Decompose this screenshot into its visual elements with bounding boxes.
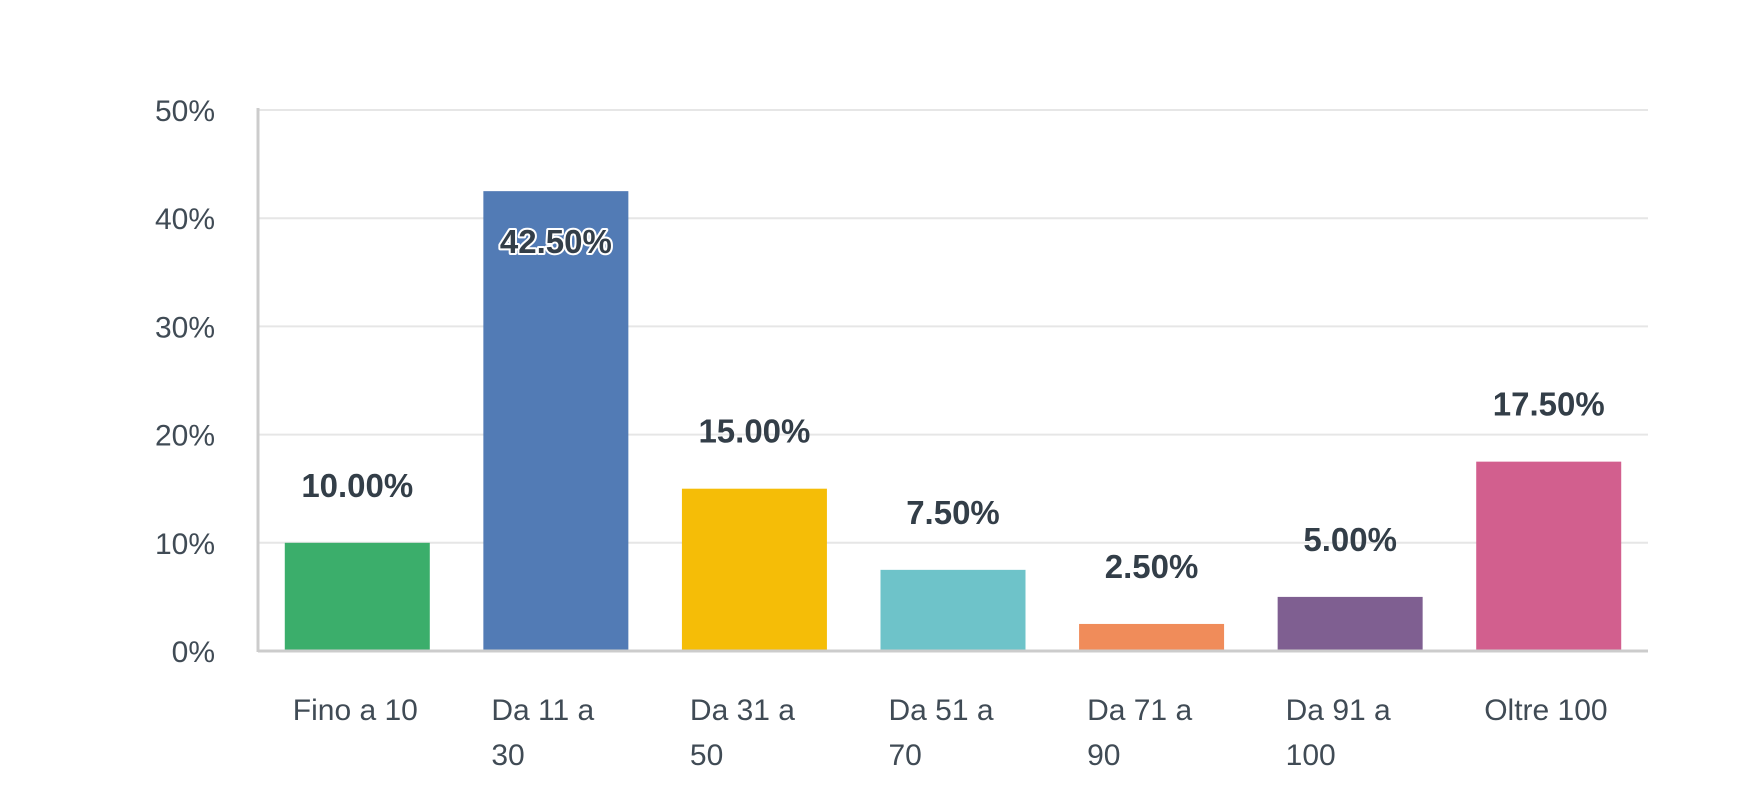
category-label: Oltre 100 (1484, 694, 1607, 727)
y-tick-label: 50% (155, 95, 215, 128)
data-label: 10.00% (301, 467, 413, 504)
bar (1277, 596, 1423, 651)
category-label: Da 71 a 90 (1087, 694, 1192, 772)
y-tick-label: 30% (155, 311, 215, 344)
bar (1079, 623, 1225, 651)
bar (1476, 461, 1622, 651)
y-axis-ticks: 0% 10% 20% 30% 40% 50% (155, 95, 215, 669)
data-label: 42.50% (500, 223, 612, 260)
data-labels: 10.00% 42.50% 15.00% 7.50% 2.50% 5.00% 17.50% (301, 221, 1605, 585)
category-label: Da 91 a 100 (1286, 694, 1391, 772)
data-label: 7.50% (906, 494, 1000, 531)
y-tick-label: 0% (172, 636, 215, 669)
y-tick-label: 40% (155, 203, 215, 236)
data-label: 17.50% (1493, 386, 1605, 423)
bar (483, 191, 629, 651)
bar (681, 488, 827, 651)
bar (880, 569, 1026, 651)
bar (284, 542, 430, 651)
axes (256, 108, 1648, 653)
category-label: Da 11 a 30 (491, 694, 594, 772)
data-label: 2.50% (1105, 548, 1199, 585)
bars (284, 191, 1622, 651)
data-label: 15.00% (698, 413, 810, 450)
y-tick-label: 20% (155, 420, 215, 453)
category-label: Fino a 10 (293, 694, 418, 727)
x-axis-categories: Fino a 10 Da 11 a 30 Da 31 a 50 Da 51 a 70 Da 7… (293, 694, 1608, 772)
gridlines (258, 109, 1648, 544)
y-tick-label: 10% (155, 528, 215, 561)
data-label: 5.00% (1303, 521, 1397, 558)
category-label: Da 51 a 70 (889, 694, 994, 772)
category-label: Da 31 a 50 (690, 694, 795, 772)
